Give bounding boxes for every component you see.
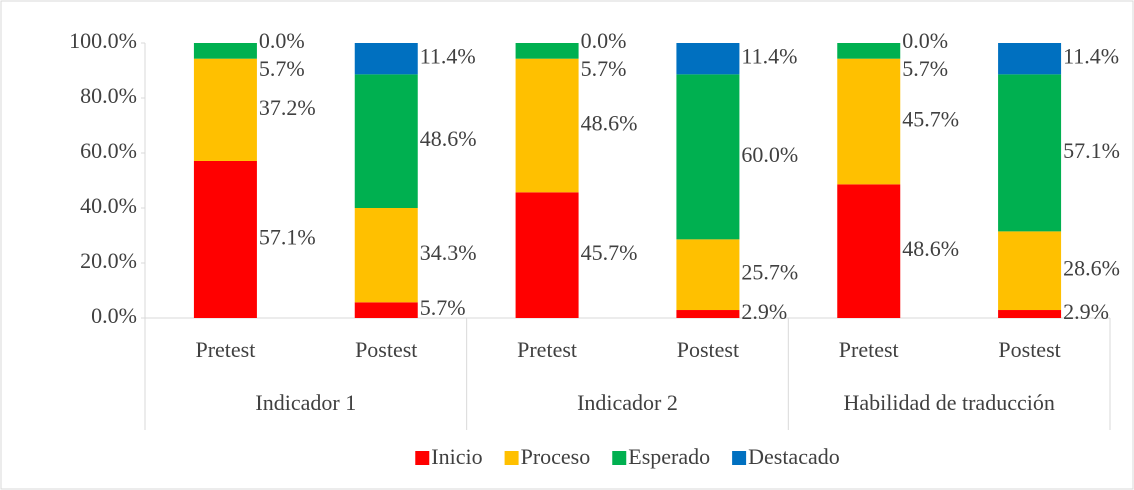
y-tick-label: 100.0%	[69, 28, 137, 53]
bar-segment	[676, 74, 740, 240]
x-tick-label: Pretest	[195, 337, 255, 362]
legend-label: Esperado	[628, 444, 710, 469]
legend-swatch	[612, 451, 627, 465]
group-label: Habilidad de traducción	[843, 390, 1054, 415]
bar-segment	[676, 239, 740, 311]
x-tick-label: Pretest	[517, 337, 577, 362]
y-tick-label: 0.0%	[91, 303, 137, 328]
bar-segment	[515, 192, 579, 318]
data-label: 0.0%	[259, 28, 305, 53]
data-label: 5.7%	[581, 56, 627, 81]
bar-segment	[676, 310, 740, 318]
data-label: 11.4%	[1063, 44, 1119, 69]
legend-swatch	[415, 451, 430, 465]
bar-segment	[354, 302, 418, 318]
data-label: 48.6%	[902, 236, 959, 261]
data-label: 45.7%	[581, 240, 638, 265]
data-label: 34.3%	[420, 240, 477, 265]
bar-segment	[354, 208, 418, 303]
data-label: 48.6%	[420, 126, 477, 151]
bar-segment	[837, 43, 901, 59]
group-label: Indicador 2	[577, 390, 678, 415]
data-label: 48.6%	[581, 111, 638, 136]
bar-segment	[837, 184, 901, 318]
bar-segment	[354, 74, 418, 208]
bar-segment	[998, 231, 1062, 311]
data-label: 0.0%	[902, 28, 948, 53]
bar-segment	[354, 43, 418, 75]
data-label: 2.9%	[741, 299, 787, 324]
data-label: 5.7%	[420, 295, 466, 320]
data-label: 5.7%	[902, 56, 948, 81]
y-tick-label: 80.0%	[80, 83, 137, 108]
legend-label: Inicio	[431, 444, 482, 469]
x-tick-label: Postest	[355, 337, 417, 362]
data-label: 11.4%	[741, 44, 797, 69]
bar-segment	[998, 43, 1062, 75]
bar-segment	[837, 58, 901, 185]
data-label: 25.7%	[741, 260, 798, 285]
data-label: 28.6%	[1063, 256, 1120, 281]
x-tick-label: Pretest	[839, 337, 899, 362]
y-tick-label: 60.0%	[80, 138, 137, 163]
bar-segment	[515, 58, 579, 193]
legend-swatch	[732, 451, 747, 465]
bar-segment	[998, 74, 1062, 232]
data-label: 57.1%	[1063, 138, 1120, 163]
y-tick-label: 40.0%	[80, 193, 137, 218]
data-label: 11.4%	[420, 44, 476, 69]
x-tick-label: Postest	[998, 337, 1060, 362]
group-label: Indicador 1	[255, 390, 356, 415]
data-label: 2.9%	[1063, 299, 1109, 324]
x-tick-label: Postest	[677, 337, 739, 362]
legend-label: Destacado	[748, 444, 840, 469]
data-label: 37.2%	[259, 95, 316, 120]
data-label: 45.7%	[902, 107, 959, 132]
bar-segment	[998, 310, 1062, 318]
data-label: 57.1%	[259, 225, 316, 250]
legend-label: Proceso	[521, 444, 591, 469]
legend-swatch	[504, 451, 519, 465]
bar-segment	[515, 43, 579, 59]
bar-segment	[676, 43, 740, 75]
data-label: 0.0%	[581, 28, 627, 53]
data-label: 60.0%	[741, 142, 798, 167]
bar-segment	[193, 160, 257, 318]
bar-segment	[193, 43, 257, 59]
bar-segment	[193, 58, 257, 161]
data-label: 5.7%	[259, 56, 305, 81]
y-tick-label: 20.0%	[80, 248, 137, 273]
